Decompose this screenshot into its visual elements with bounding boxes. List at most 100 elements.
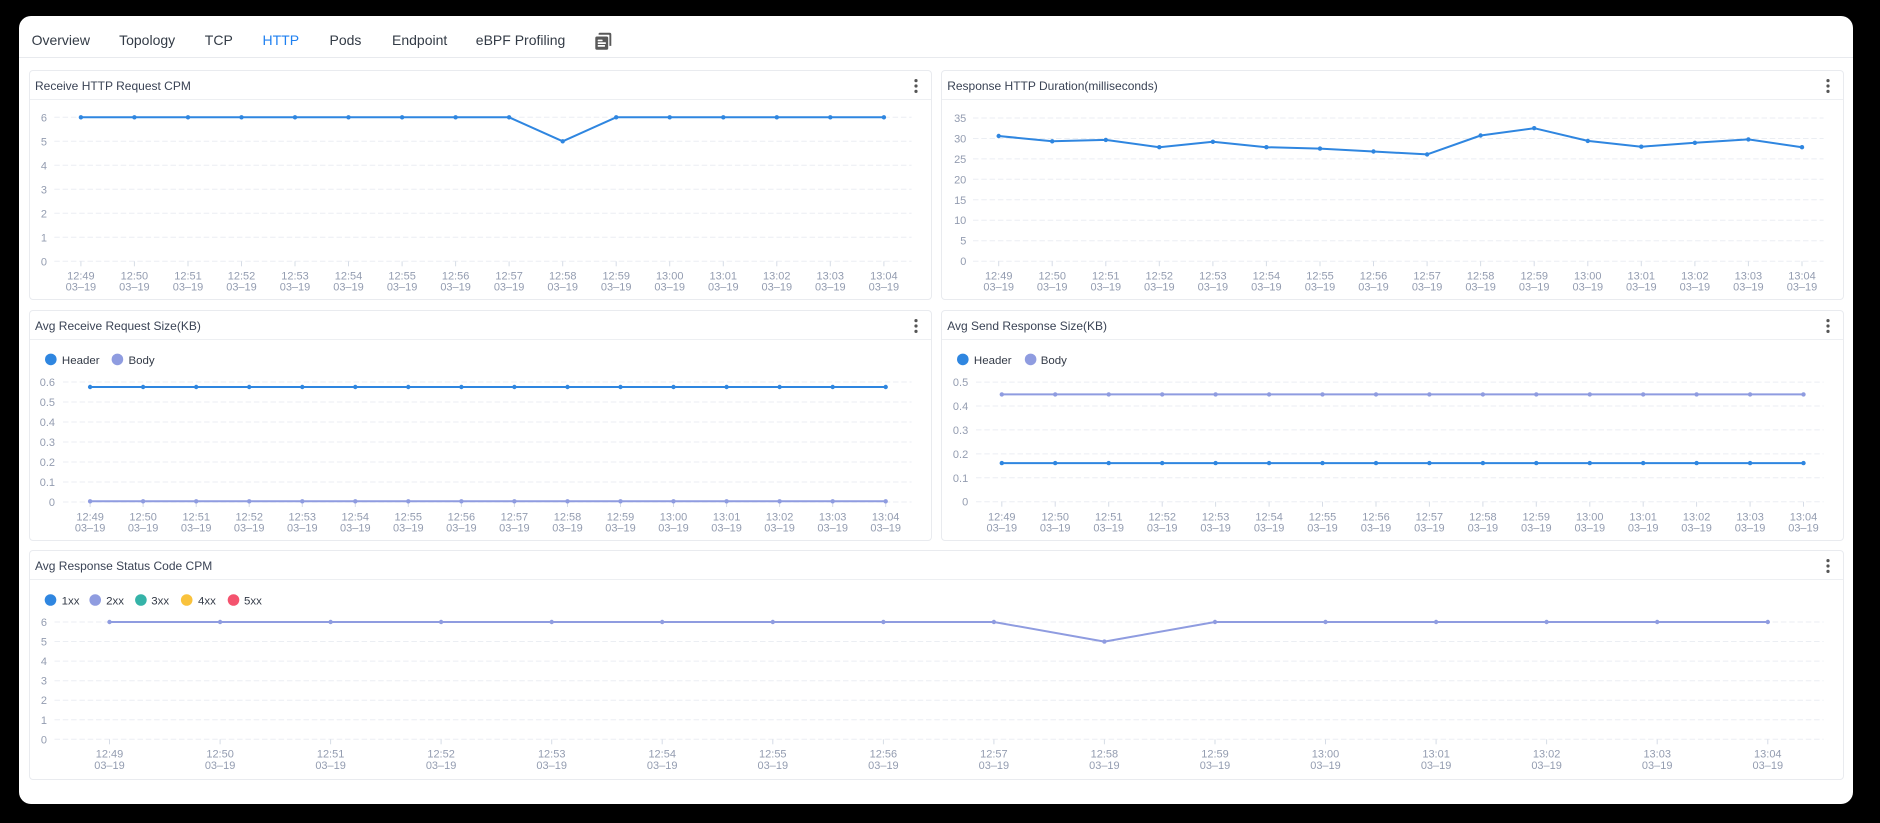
svg-text:03–19: 03–19 bbox=[173, 281, 204, 293]
svg-text:13:04: 13:04 bbox=[1790, 512, 1818, 524]
svg-text:12:56: 12:56 bbox=[442, 270, 470, 282]
svg-text:12:55: 12:55 bbox=[1306, 270, 1333, 282]
svg-text:12:55: 12:55 bbox=[759, 748, 787, 760]
svg-text:03–19: 03–19 bbox=[226, 281, 257, 293]
svg-text:03–19: 03–19 bbox=[1626, 281, 1657, 293]
svg-text:03–19: 03–19 bbox=[979, 760, 1010, 772]
svg-text:03–19: 03–19 bbox=[1519, 281, 1550, 293]
svg-text:0.5: 0.5 bbox=[953, 377, 968, 389]
svg-text:2: 2 bbox=[41, 695, 47, 707]
svg-text:4: 4 bbox=[41, 160, 47, 172]
svg-text:1: 1 bbox=[41, 715, 47, 727]
svg-text:03–19: 03–19 bbox=[817, 523, 848, 535]
svg-text:13:04: 13:04 bbox=[1788, 270, 1816, 282]
svg-text:12:51: 12:51 bbox=[1092, 270, 1120, 282]
svg-text:03–19: 03–19 bbox=[1414, 523, 1445, 535]
svg-text:03–19: 03–19 bbox=[815, 281, 846, 293]
svg-text:13:01: 13:01 bbox=[1628, 270, 1656, 282]
svg-text:03–19: 03–19 bbox=[315, 760, 346, 772]
svg-text:03–19: 03–19 bbox=[1466, 281, 1497, 293]
svg-text:03–19: 03–19 bbox=[1040, 523, 1071, 535]
svg-text:03–19: 03–19 bbox=[1307, 523, 1338, 535]
svg-text:Body: Body bbox=[129, 355, 155, 367]
svg-text:03–19: 03–19 bbox=[181, 523, 212, 535]
svg-text:0: 0 bbox=[41, 256, 47, 268]
svg-text:12:50: 12:50 bbox=[1042, 512, 1070, 524]
svg-text:13:00: 13:00 bbox=[1574, 270, 1601, 282]
svg-text:03–19: 03–19 bbox=[647, 760, 678, 772]
svg-text:12:52: 12:52 bbox=[427, 748, 455, 760]
svg-text:4xx: 4xx bbox=[198, 596, 216, 608]
svg-text:12:53: 12:53 bbox=[281, 270, 309, 282]
svg-text:03–19: 03–19 bbox=[393, 523, 424, 535]
svg-text:12:49: 12:49 bbox=[67, 270, 95, 282]
svg-text:03–19: 03–19 bbox=[1753, 760, 1784, 772]
svg-text:12:55: 12:55 bbox=[1309, 512, 1337, 524]
svg-text:03–19: 03–19 bbox=[1412, 281, 1443, 293]
svg-text:03–19: 03–19 bbox=[66, 281, 97, 293]
svg-text:13:04: 13:04 bbox=[870, 270, 898, 282]
svg-text:5xx: 5xx bbox=[244, 596, 262, 608]
svg-text:Header: Header bbox=[62, 355, 100, 367]
svg-text:12:58: 12:58 bbox=[1467, 270, 1495, 282]
svg-text:03–19: 03–19 bbox=[94, 760, 125, 772]
svg-text:13:02: 13:02 bbox=[1681, 270, 1709, 282]
svg-text:0.4: 0.4 bbox=[40, 417, 55, 429]
svg-text:12:52: 12:52 bbox=[1149, 512, 1177, 524]
svg-text:12:57: 12:57 bbox=[495, 270, 523, 282]
svg-text:03–19: 03–19 bbox=[494, 281, 525, 293]
svg-text:12:56: 12:56 bbox=[1362, 512, 1390, 524]
svg-text:Body: Body bbox=[1041, 355, 1067, 367]
svg-text:03–19: 03–19 bbox=[119, 281, 150, 293]
svg-text:0.4: 0.4 bbox=[953, 401, 968, 413]
svg-text:1xx: 1xx bbox=[62, 596, 80, 608]
svg-text:0: 0 bbox=[49, 497, 55, 509]
svg-text:13:02: 13:02 bbox=[1683, 512, 1711, 524]
svg-text:15: 15 bbox=[954, 195, 966, 207]
svg-text:03–19: 03–19 bbox=[1642, 760, 1673, 772]
svg-text:0: 0 bbox=[960, 256, 966, 268]
svg-text:03–19: 03–19 bbox=[128, 523, 159, 535]
svg-text:12:57: 12:57 bbox=[980, 748, 1008, 760]
svg-text:12:58: 12:58 bbox=[1469, 512, 1497, 524]
svg-text:12:50: 12:50 bbox=[206, 748, 234, 760]
svg-text:03–19: 03–19 bbox=[1680, 281, 1711, 293]
svg-text:03–19: 03–19 bbox=[601, 281, 632, 293]
svg-text:13:03: 13:03 bbox=[819, 512, 847, 524]
svg-text:03–19: 03–19 bbox=[440, 281, 471, 293]
svg-text:12:55: 12:55 bbox=[388, 270, 416, 282]
svg-text:0.6: 0.6 bbox=[40, 377, 55, 389]
svg-text:03–19: 03–19 bbox=[1787, 281, 1818, 293]
svg-text:03–19: 03–19 bbox=[984, 281, 1015, 293]
svg-text:03–19: 03–19 bbox=[1310, 760, 1341, 772]
svg-text:03–19: 03–19 bbox=[1628, 523, 1659, 535]
svg-text:13:01: 13:01 bbox=[713, 512, 741, 524]
svg-text:13:00: 13:00 bbox=[660, 512, 687, 524]
svg-text:03–19: 03–19 bbox=[280, 281, 311, 293]
svg-text:Header: Header bbox=[974, 355, 1012, 367]
svg-text:3: 3 bbox=[41, 184, 47, 196]
svg-text:12:54: 12:54 bbox=[342, 512, 370, 524]
svg-text:03–19: 03–19 bbox=[499, 523, 530, 535]
svg-text:6: 6 bbox=[41, 112, 47, 124]
svg-text:12:49: 12:49 bbox=[985, 270, 1013, 282]
svg-text:03–19: 03–19 bbox=[75, 523, 106, 535]
svg-text:4: 4 bbox=[41, 656, 47, 668]
svg-text:13:02: 13:02 bbox=[763, 270, 791, 282]
svg-text:2xx: 2xx bbox=[106, 596, 124, 608]
svg-text:03–19: 03–19 bbox=[1254, 523, 1285, 535]
svg-text:03–19: 03–19 bbox=[868, 760, 899, 772]
svg-text:03–19: 03–19 bbox=[552, 523, 583, 535]
svg-text:12:57: 12:57 bbox=[501, 512, 528, 524]
svg-text:03–19: 03–19 bbox=[658, 523, 689, 535]
svg-text:12:58: 12:58 bbox=[549, 270, 577, 282]
svg-text:03–19: 03–19 bbox=[1089, 760, 1120, 772]
svg-text:03–19: 03–19 bbox=[1091, 281, 1122, 293]
svg-text:03–19: 03–19 bbox=[1358, 281, 1389, 293]
svg-text:12:57: 12:57 bbox=[1416, 512, 1444, 524]
svg-text:13:01: 13:01 bbox=[710, 270, 738, 282]
svg-text:13:03: 13:03 bbox=[1737, 512, 1764, 524]
svg-text:03–19: 03–19 bbox=[605, 523, 636, 535]
svg-text:12:59: 12:59 bbox=[602, 270, 630, 282]
svg-text:03–19: 03–19 bbox=[1521, 523, 1552, 535]
